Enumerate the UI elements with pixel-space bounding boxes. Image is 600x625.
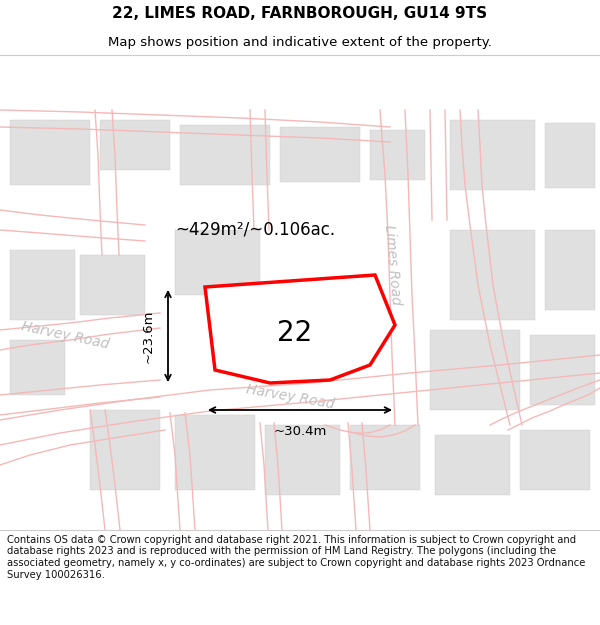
Bar xyxy=(100,120,170,170)
Bar xyxy=(530,335,595,405)
Bar xyxy=(180,125,270,185)
Bar xyxy=(520,430,590,490)
Text: Map shows position and indicative extent of the property.: Map shows position and indicative extent… xyxy=(108,36,492,49)
Bar xyxy=(450,230,535,320)
Bar xyxy=(10,250,75,320)
Text: Harvey Road: Harvey Road xyxy=(245,382,335,412)
Bar xyxy=(90,410,160,490)
Text: 22: 22 xyxy=(277,319,313,347)
Bar xyxy=(10,120,90,185)
Bar xyxy=(370,130,425,180)
Bar xyxy=(175,230,260,295)
Bar xyxy=(430,330,520,410)
Bar xyxy=(280,127,360,182)
Bar xyxy=(10,340,65,395)
Bar xyxy=(450,120,535,190)
Bar xyxy=(175,415,255,490)
Text: 22, LIMES ROAD, FARNBOROUGH, GU14 9TS: 22, LIMES ROAD, FARNBOROUGH, GU14 9TS xyxy=(112,6,488,21)
Bar xyxy=(265,425,340,495)
Text: ~429m²/~0.106ac.: ~429m²/~0.106ac. xyxy=(175,221,335,239)
Text: ~23.6m: ~23.6m xyxy=(142,309,155,362)
Text: Limes Road: Limes Road xyxy=(382,224,403,306)
Text: ~30.4m: ~30.4m xyxy=(274,425,326,438)
Bar xyxy=(545,230,595,310)
Bar xyxy=(80,255,145,315)
Text: Harvey Road: Harvey Road xyxy=(20,319,110,351)
Bar xyxy=(350,425,420,490)
Text: Contains OS data © Crown copyright and database right 2021. This information is : Contains OS data © Crown copyright and d… xyxy=(7,535,586,579)
Bar xyxy=(545,123,595,188)
Polygon shape xyxy=(205,275,395,383)
Bar xyxy=(435,435,510,495)
